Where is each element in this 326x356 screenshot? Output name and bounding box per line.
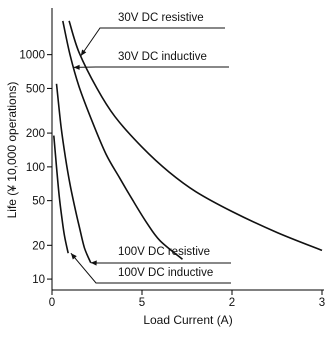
series-line-3 — [53, 135, 69, 254]
series-arrow-1 — [73, 64, 80, 70]
x-tick-label-3: 3 — [319, 297, 325, 309]
series-leader-0 — [80, 27, 225, 57]
x-tick-label-2: 2 — [229, 297, 235, 309]
series-line-0 — [68, 20, 323, 252]
y-tick-label-3: 100 — [26, 162, 45, 174]
series-arrow-3 — [70, 253, 77, 260]
x-tick-label-1: 5 — [139, 297, 145, 309]
y-tick-label-0: 10 — [32, 274, 45, 286]
curves — [53, 20, 323, 264]
y-tick-label-5: 500 — [26, 83, 45, 95]
series-label-1: 30V DC inductive — [118, 51, 207, 63]
series-label-2: 100V DC resistive — [118, 246, 210, 258]
series-line-2 — [55, 83, 92, 264]
series-label-3: 100V DC inductive — [118, 267, 213, 279]
series-leader-3 — [70, 252, 231, 284]
y-tick-label-2: 50 — [32, 196, 45, 208]
x-axis-label: Load Current (A) — [143, 313, 232, 327]
x-tick-label-0: 0 — [49, 297, 55, 309]
ticks: 0 5 2 3 10 20 50 100 200 500 1000 — [19, 50, 325, 309]
series-line-1 — [62, 20, 184, 260]
series-label-0: 30V DC resistive — [118, 12, 204, 24]
y-tick-label-1: 20 — [32, 240, 45, 252]
series-arrow-0 — [80, 49, 87, 56]
series-labels: 30V DC resistive 30V DC inductive 100V DC … — [70, 12, 231, 284]
series-arrow-2 — [90, 260, 97, 266]
y-tick-label-6: 1000 — [19, 50, 45, 62]
y-tick-label-4: 200 — [26, 128, 45, 140]
y-axis-label: Life (¥ 10,000 operations) — [5, 82, 19, 219]
